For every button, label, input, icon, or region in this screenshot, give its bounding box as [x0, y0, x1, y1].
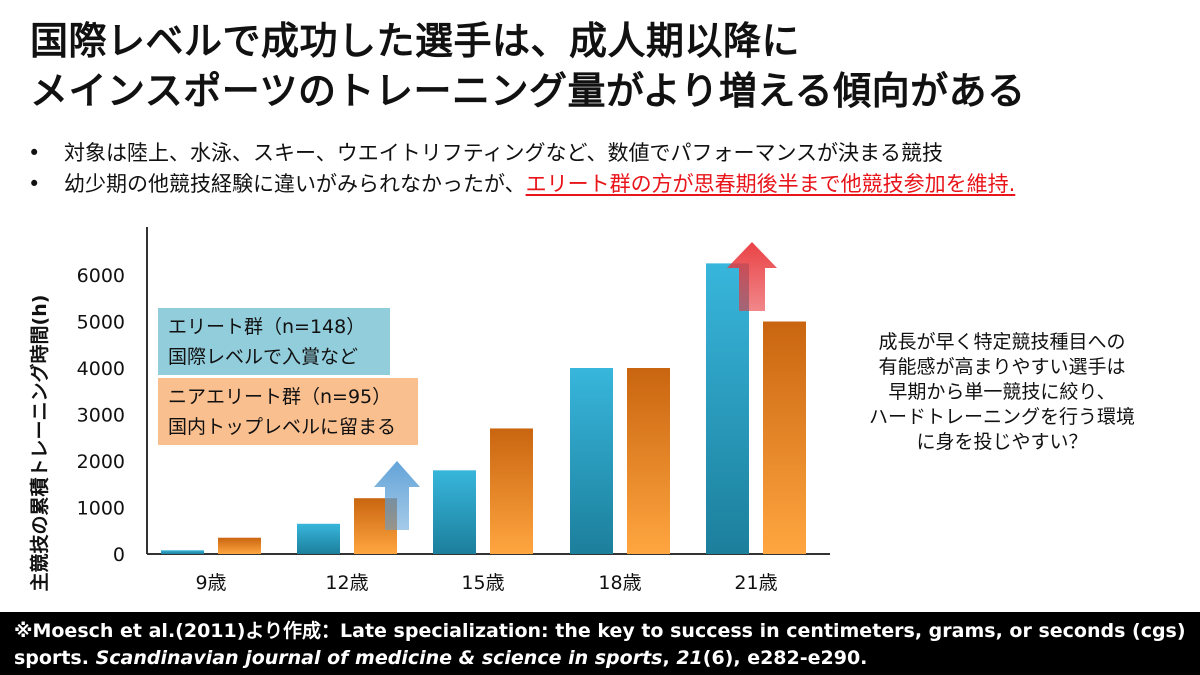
- y-tick-label: 0: [113, 544, 125, 566]
- y-tick-label: 6000: [77, 265, 125, 287]
- bullet-highlight: エリート群の方が思春期後半まで他競技参加を維持.: [525, 172, 1016, 196]
- y-tick-label: 2000: [77, 451, 125, 473]
- title-line-1: 国際レベルで成功した選手は、成人期以降に: [30, 19, 801, 63]
- bullet-item-1: • 対象は陸上、水泳、スキー、ウエイトリフティングなど、数値でパフォーマンスが決ま…: [28, 138, 1178, 169]
- side-note: 成長が早く特定競技種目への 有能感が高まりやすい選手は 早期から単一競技に絞り、…: [852, 330, 1152, 455]
- bar-elite-3: [570, 368, 613, 554]
- legend-near-elite-desc: 国内トップレベルに留まる: [168, 416, 396, 438]
- slide-title: 国際レベルで成功した選手は、成人期以降に メインスポーツのトレーニング量がより増…: [30, 16, 1180, 116]
- x-tick-label: 21歳: [734, 572, 777, 594]
- bar-near-elite-3: [627, 368, 670, 554]
- bar-near-elite-4: [763, 321, 806, 554]
- citation-footer: ※Moesch et al.(2011)より作成：Late specializa…: [0, 612, 1200, 675]
- x-tick-label: 12歳: [325, 572, 368, 594]
- y-tick-label: 5000: [77, 312, 125, 334]
- bullet-marker: •: [28, 141, 41, 165]
- x-tick-label: 9歳: [195, 572, 226, 594]
- legend-elite-title: エリート群（n=148）: [168, 316, 365, 338]
- bullet-item-2: • 幼少期の他競技経験に違いがみられなかったが、エリート群の方が思春期後半まで他競…: [28, 169, 1178, 200]
- legend-near-elite-title: ニアエリート群（n=95）: [168, 386, 391, 408]
- bar-elite-4: [706, 263, 749, 554]
- bullet-marker: •: [28, 172, 41, 196]
- legend-near-elite-box: [158, 378, 418, 445]
- citation-journal: Scandinavian journal of medicine & scien…: [95, 647, 663, 669]
- legend-elite-box: [158, 308, 390, 375]
- side-note-line: ハードトレーニングを行う環境: [868, 406, 1135, 428]
- x-tick-label: 18歳: [598, 572, 641, 594]
- bar-elite-1: [297, 523, 340, 554]
- side-note-line: に身を投じやすい？: [916, 431, 1088, 453]
- legend-elite-desc: 国際レベルで入賞など: [168, 346, 358, 368]
- citation-line-2: sports. Scandinavian journal of medicine…: [14, 645, 1200, 672]
- citation-pages: (6), e282-e290.: [702, 647, 868, 669]
- bar-near-elite-0: [218, 537, 261, 554]
- training-hours-bar-chart: 主競技の累積トレーニング時間(h) 0 1000 2000 3000 4000 5000 6…: [28, 227, 830, 594]
- citation-volume: 21: [676, 647, 703, 669]
- red-up-arrow-icon: [727, 242, 777, 311]
- bullet-list: • 対象は陸上、水泳、スキー、ウエイトリフティングなど、数値でパフォーマンスが決ま…: [28, 138, 1178, 200]
- side-note-line: 成長が早く特定競技種目への: [878, 331, 1126, 353]
- y-tick-label: 1000: [77, 498, 125, 520]
- y-tick-label: 4000: [77, 358, 125, 380]
- bar-near-elite-2: [490, 428, 533, 554]
- y-tick-label: 3000: [77, 405, 125, 427]
- citation-prefix: sports.: [14, 647, 96, 669]
- title-line-2: メインスポーツのトレーニング量がより増える傾向がある: [30, 69, 1026, 113]
- bullet-text-1: 対象は陸上、水泳、スキー、ウエイトリフティングなど、数値でパフォーマンスが決まる…: [64, 141, 944, 165]
- citation-sep: ,: [662, 647, 677, 669]
- bar-elite-0: [161, 550, 204, 554]
- side-note-line: 早期から単一競技に絞り、: [888, 381, 1116, 403]
- x-tick-label: 15歳: [461, 572, 504, 594]
- y-axis-label: 主競技の累積トレーニング時間(h): [28, 295, 51, 592]
- legend: エリート群（n=148） 国際レベルで入賞など ニアエリート群（n=95） 国内…: [158, 308, 418, 445]
- side-note-line: 有能感が高まりやすい選手は: [878, 356, 1126, 378]
- blue-up-arrow-icon: [374, 461, 420, 530]
- bar-elite-2: [433, 470, 476, 554]
- bullet-text-2: 幼少期の他競技経験に違いがみられなかったが、: [64, 172, 526, 196]
- citation-line-1: ※Moesch et al.(2011)より作成：Late specializa…: [14, 620, 1186, 642]
